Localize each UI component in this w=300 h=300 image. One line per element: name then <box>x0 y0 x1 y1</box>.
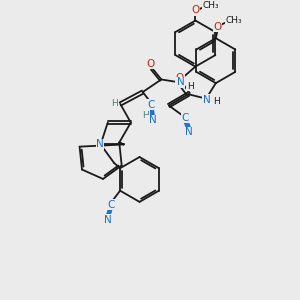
Text: CH₃: CH₃ <box>203 1 219 10</box>
Text: N: N <box>104 215 112 225</box>
Text: C: C <box>182 112 189 122</box>
Text: H: H <box>213 98 220 106</box>
Text: O: O <box>191 5 200 15</box>
Text: H: H <box>187 82 194 91</box>
Text: O: O <box>213 22 221 32</box>
Text: O: O <box>176 73 184 83</box>
Text: CH₃: CH₃ <box>225 16 242 25</box>
Text: C: C <box>147 100 155 110</box>
Text: H: H <box>142 111 149 120</box>
Text: N: N <box>177 77 184 88</box>
Text: C: C <box>107 200 115 210</box>
Text: H: H <box>112 99 118 108</box>
Text: N: N <box>185 128 193 137</box>
Text: O: O <box>147 59 155 69</box>
Text: N: N <box>203 94 211 105</box>
Text: N: N <box>149 115 157 125</box>
Text: N: N <box>96 140 104 149</box>
